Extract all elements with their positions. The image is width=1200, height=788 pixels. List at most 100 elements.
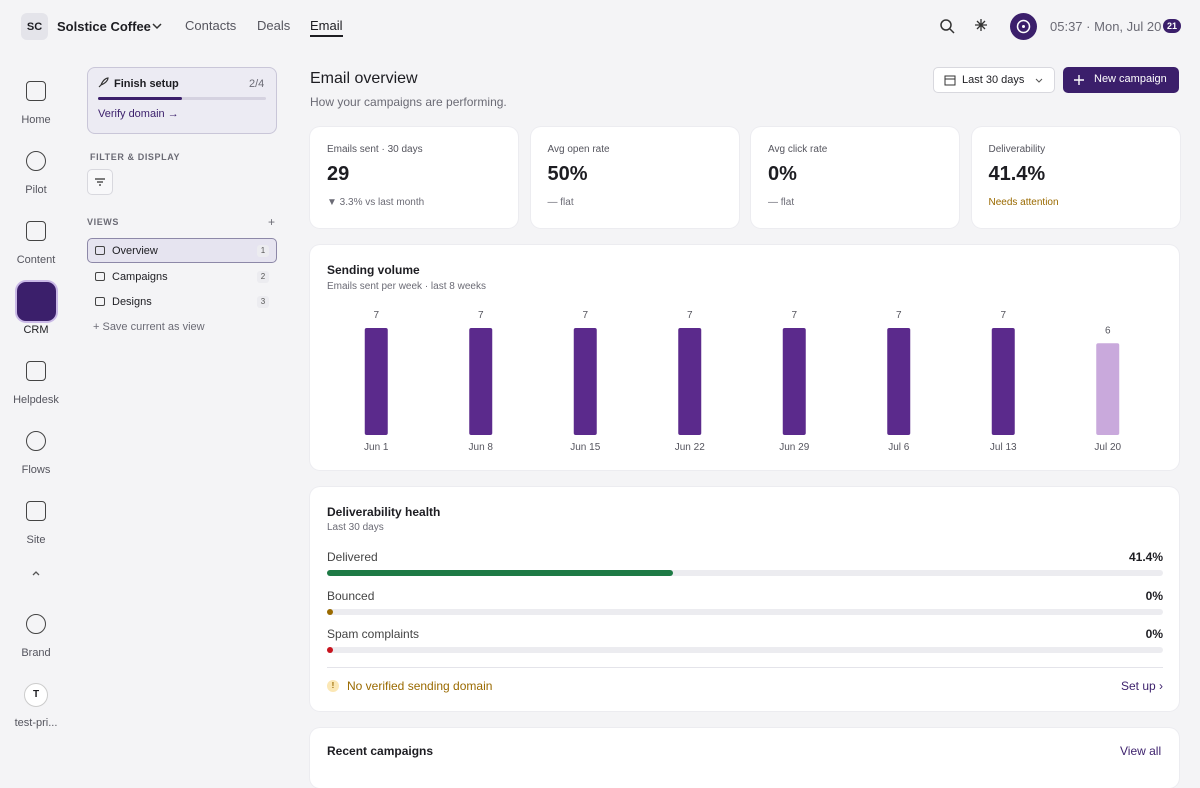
view-icon — [95, 271, 105, 281]
nav-link-active[interactable]: Email — [310, 18, 343, 37]
x-tick-label: Jun 15 — [570, 442, 600, 453]
row-track — [327, 570, 1163, 576]
row-label: Bounced — [327, 588, 375, 603]
kpi-label: Avg click rate — [768, 144, 828, 155]
rail-icon[interactable] — [26, 501, 46, 521]
value-label: 6 — [1105, 325, 1111, 336]
rocket-icon — [98, 77, 109, 88]
view-all[interactable]: View all — [1120, 744, 1162, 758]
button-label: New campaign — [1094, 73, 1167, 85]
warning-text: No verified sending domain — [347, 679, 493, 693]
view-icon — [95, 246, 105, 255]
kpi-note: — flat — [768, 197, 795, 208]
rail-label: Home — [21, 114, 51, 126]
nav-link[interactable]: Deals — [257, 18, 291, 33]
value-label: 7 — [896, 310, 902, 321]
kpi-label: Emails sent · 30 days — [327, 144, 423, 155]
add-view[interactable]: + — [268, 215, 276, 229]
collapse[interactable] — [31, 568, 41, 578]
x-tick-label: Jun 8 — [469, 442, 494, 453]
rail-icon[interactable] — [26, 151, 46, 171]
view-count: 3 — [257, 296, 269, 308]
view-label[interactable]: Campaigns — [112, 270, 168, 283]
value-label: 7 — [582, 310, 588, 321]
range-picker[interactable]: Last 30 days — [933, 67, 1055, 93]
kpi-note: Needs attention — [988, 197, 1059, 208]
date: Mon, Jul 20 — [1094, 19, 1162, 34]
view-label[interactable]: Designs — [112, 296, 152, 308]
x-tick-label: Jul 6 — [888, 442, 910, 453]
bar — [1096, 343, 1120, 435]
row-track — [327, 608, 1163, 615]
sparkle-icon[interactable] — [974, 18, 990, 34]
value-label: 7 — [791, 310, 797, 321]
user-avatar[interactable]: T — [24, 683, 48, 707]
view-label[interactable]: Overview — [112, 245, 158, 257]
filter-button[interactable] — [87, 169, 113, 195]
deliverability-card — [310, 487, 1179, 711]
rail-icon[interactable] — [26, 614, 46, 634]
rail-label: CRM — [23, 324, 49, 336]
value-label: 7 — [1000, 310, 1006, 321]
page-title: Email overview — [310, 70, 418, 87]
rail-label: Pilot — [25, 184, 47, 196]
view-icon — [95, 297, 105, 306]
setup-card[interactable] — [87, 67, 277, 134]
chart: 7 Jun 1 7 Jun 8 7 Jun 15 7 Jun 22 7 Jun 29 7 Jul 6 7… — [364, 310, 1122, 453]
kpi-card — [310, 127, 518, 228]
bar — [469, 328, 493, 435]
x-tick-label: Jul 13 — [990, 442, 1017, 453]
view-count: 1 — [257, 245, 269, 257]
section-heading: VIEWS — [87, 217, 120, 227]
kpi-card — [530, 127, 739, 228]
setup-fill — [98, 97, 182, 100]
row-value: 41.4% — [1128, 550, 1163, 564]
rail-icon[interactable] — [26, 221, 46, 241]
chart-card — [310, 245, 1179, 470]
x-tick-label: Jun 29 — [779, 442, 809, 453]
rail-icon[interactable] — [26, 361, 46, 381]
row-value: 0% — [1145, 588, 1163, 603]
setup-title: Finish setup — [114, 78, 179, 90]
setup-link[interactable]: Verify domain → — [98, 108, 179, 120]
workspace-name[interactable]: Solstice Coffee — [57, 19, 151, 34]
warning-icon: ! — [327, 680, 339, 692]
setup-track — [98, 97, 266, 100]
rail-label: Helpdesk — [13, 394, 59, 406]
page-subtitle: How your campaigns are performing. — [310, 95, 507, 109]
value-label: 7 — [373, 310, 379, 321]
rail-label: Brand — [21, 647, 51, 659]
rail-active — [17, 282, 56, 321]
clock: 05:37 · Mon, Jul 20 — [1050, 19, 1161, 34]
card-title: Deliverability health — [327, 505, 441, 519]
search-icon[interactable] — [939, 18, 955, 34]
rail-label: Site — [26, 534, 46, 546]
value-label: 7 — [478, 310, 484, 321]
setup-progress: 2/4 — [249, 78, 265, 90]
chevron[interactable] — [151, 20, 163, 32]
bar — [991, 328, 1015, 435]
rail-icon[interactable] — [26, 431, 46, 451]
kpi-value: 0% — [768, 163, 797, 185]
rail-label: Content — [16, 254, 56, 266]
new-campaign-button[interactable]: New campaign — [1063, 67, 1179, 93]
rail-icon[interactable] — [26, 81, 46, 101]
nav-link[interactable]: Contacts — [185, 18, 237, 33]
workspace-badge[interactable]: SC — [21, 13, 48, 40]
row-fill — [327, 608, 333, 615]
kpi-note: ▼ 3.3% vs last month — [327, 197, 425, 208]
kpi-value: 41.4% — [988, 163, 1046, 185]
save-view[interactable]: + Save current as view — [93, 321, 205, 333]
card-title: Recent campaigns — [327, 744, 434, 758]
setup-link[interactable]: Set up › — [1120, 679, 1163, 693]
help-button[interactable] — [1010, 13, 1037, 40]
x-tick-label: Jul 20 — [1094, 442, 1121, 453]
recent-card — [310, 728, 1179, 788]
card-subtitle: Last 30 days — [327, 522, 384, 533]
row-label: Spam complaints — [327, 627, 420, 641]
kpi-card — [971, 127, 1180, 228]
x-tick-label: Jun 22 — [675, 442, 705, 453]
chart-title: Sending volume — [327, 263, 420, 277]
range-label: Last 30 days — [962, 74, 1025, 86]
separator: · — [1086, 19, 1091, 34]
